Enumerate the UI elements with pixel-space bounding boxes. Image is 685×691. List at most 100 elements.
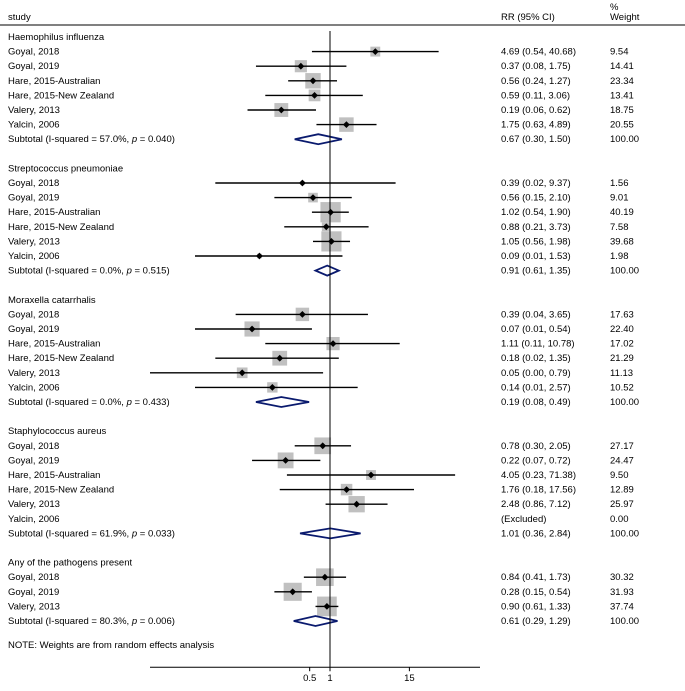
study-rr-text: 0.39 (0.04, 3.65): [501, 309, 571, 320]
study-weight-text: 37.74: [610, 601, 634, 612]
header-rr: RR (95% CI): [501, 12, 555, 23]
study-label: Valery, 2013: [8, 601, 60, 612]
study-rr-text: 0.90 (0.61, 1.33): [501, 601, 571, 612]
study-weight-text: 9.01: [610, 193, 629, 204]
study-rr-text: 0.22 (0.07, 0.72): [501, 455, 571, 466]
group-title: Streptococcus pneumoniae: [8, 163, 123, 174]
study-label: Yalcin, 2006: [8, 382, 60, 393]
study-weight-text: 39.68: [610, 236, 634, 247]
study-point-estimate: [323, 603, 331, 610]
study-point-estimate: [297, 62, 305, 70]
study-rr-text: (Excluded): [501, 514, 546, 525]
study-weight-text: 12.89: [610, 485, 634, 496]
study-label: Goyal, 2019: [8, 61, 59, 72]
group-title: Any of the pathogens present: [8, 558, 132, 569]
study-label: Hare, 2015-New Zealand: [8, 485, 114, 496]
study-rr-text: 0.19 (0.06, 0.62): [501, 105, 571, 116]
footnote: NOTE: Weights are from random effects an…: [8, 640, 214, 651]
study-rr-text: 1.75 (0.63, 4.89): [501, 120, 571, 131]
subtotal-weight-text: 100.00: [610, 266, 639, 277]
study-rr-text: 0.56 (0.24, 1.27): [501, 76, 571, 87]
subtotal-rr-text: 0.19 (0.08, 0.49): [501, 397, 571, 408]
group-title: Staphylococcus aureus: [8, 426, 106, 437]
study-rr-text: 0.18 (0.02, 1.35): [501, 353, 571, 364]
study-point-estimate: [298, 179, 306, 187]
study-rr-text: 1.76 (0.18, 17.56): [501, 485, 576, 496]
study-weight-text: 9.54: [610, 47, 629, 58]
study-point-estimate: [256, 252, 263, 260]
study-point-estimate: [322, 223, 330, 231]
study-weight-text: 23.34: [610, 76, 634, 87]
study-weight-text: 0.00: [610, 514, 629, 525]
study-weight-text: 40.19: [610, 207, 634, 218]
study-point-estimate: [319, 442, 327, 450]
subtotal-weight-text: 100.00: [610, 528, 639, 539]
subtotal-label: Subtotal (I-squared = 61.9%, p = 0.033): [8, 528, 175, 539]
x-tick-label: 15: [404, 673, 415, 684]
study-point-estimate: [268, 384, 276, 391]
subtotal-rr-text: 1.01 (0.36, 2.84): [501, 528, 571, 539]
study-label: Goyal, 2018: [8, 178, 59, 189]
study-label: Goyal, 2018: [8, 47, 59, 58]
study-point-estimate: [282, 457, 290, 464]
study-label: Goyal, 2019: [8, 587, 59, 598]
study-weight-text: 31.93: [610, 587, 634, 598]
subtotal-weight-text: 100.00: [610, 134, 639, 145]
study-point-estimate: [276, 354, 284, 362]
subtotal-rr-text: 0.61 (0.29, 1.29): [501, 616, 571, 627]
study-point-estimate: [329, 340, 337, 347]
study-rr-text: 1.02 (0.54, 1.90): [501, 207, 571, 218]
study-weight-text: 7.58: [610, 222, 629, 233]
subtotal-diamond: [313, 264, 342, 277]
study-rr-text: 1.11 (0.11, 10.78): [501, 339, 575, 350]
subtotal-label: Subtotal (I-squared = 57.0%, p = 0.040): [8, 134, 175, 145]
subtotal-weight-text: 100.00: [610, 616, 639, 627]
study-label: Yalcin, 2006: [8, 514, 60, 525]
study-label: Valery, 2013: [8, 368, 60, 379]
study-label: Goyal, 2019: [8, 324, 59, 335]
study-point-estimate: [248, 325, 256, 333]
study-point-estimate: [367, 471, 375, 479]
study-weight-text: 20.55: [610, 120, 634, 131]
study-point-estimate: [343, 121, 350, 128]
study-rr-text: 0.14 (0.01, 2.57): [501, 382, 571, 393]
study-rr-text: 0.37 (0.08, 1.75): [501, 61, 571, 72]
study-weight-text: 14.41: [610, 61, 634, 72]
subtotal-diamond: [294, 133, 343, 146]
study-label: Hare, 2015-New Zealand: [8, 353, 114, 364]
subtotal-diamond: [255, 396, 310, 408]
study-point-estimate: [311, 92, 318, 99]
study-weight-text: 21.29: [610, 353, 634, 364]
study-weight-text: 18.75: [610, 105, 634, 116]
study-weight-text: 9.50: [610, 470, 629, 481]
study-point-estimate: [353, 500, 361, 508]
study-rr-text: 0.88 (0.21, 3.73): [501, 222, 571, 233]
study-label: Hare, 2015-Australian: [8, 207, 100, 218]
study-weight-text: 24.47: [610, 455, 634, 466]
group-title: Moraxella catarrhalis: [8, 295, 96, 306]
subtotal-label: Subtotal (I-squared = 80.3%, p = 0.006): [8, 616, 175, 627]
study-rr-text: 0.39 (0.02, 9.37): [501, 178, 571, 189]
header-study: study: [8, 12, 31, 23]
study-label: Goyal, 2019: [8, 455, 59, 466]
study-weight-text: 27.17: [610, 441, 634, 452]
study-point-estimate: [238, 369, 246, 377]
study-point-estimate: [327, 208, 334, 216]
study-rr-text: 0.84 (0.41, 1.73): [501, 572, 571, 583]
study-label: Hare, 2015-Australian: [8, 339, 100, 350]
study-weight-text: 22.40: [610, 324, 634, 335]
subtotal-rr-text: 0.91 (0.61, 1.35): [501, 266, 571, 277]
study-rr-text: 0.56 (0.15, 2.10): [501, 193, 571, 204]
study-label: Valery, 2013: [8, 105, 60, 116]
study-label: Valery, 2013: [8, 499, 60, 510]
study-rr-text: 0.07 (0.01, 0.54): [501, 324, 571, 335]
subtotal-rr-text: 0.67 (0.30, 1.50): [501, 134, 571, 145]
subtotal-weight-text: 100.00: [610, 397, 639, 408]
study-rr-text: 0.28 (0.15, 0.54): [501, 587, 571, 598]
study-label: Hare, 2015-Australian: [8, 76, 100, 87]
study-weight-text: 11.13: [610, 368, 633, 379]
study-weight-text: 1.98: [610, 251, 629, 262]
study-rr-text: 0.09 (0.01, 1.53): [501, 251, 571, 262]
x-tick-label: 1: [327, 673, 332, 684]
